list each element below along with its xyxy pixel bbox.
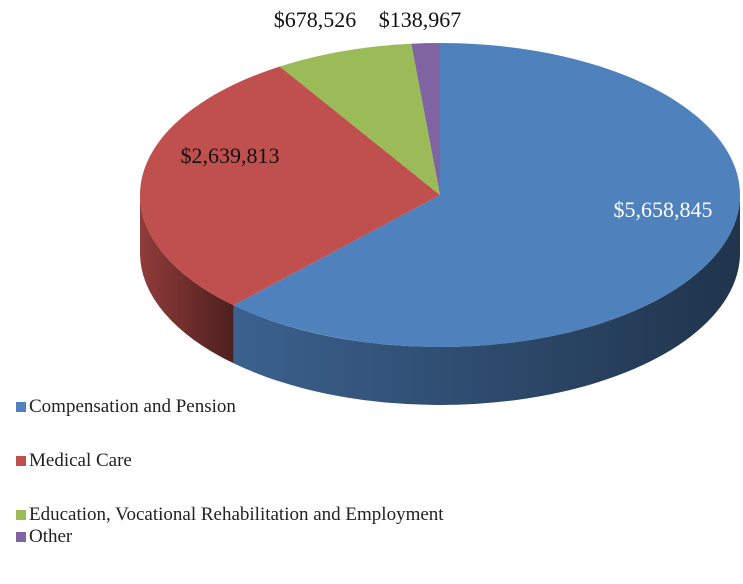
pie-slice [140,66,440,306]
legend-label: Education, Vocational Rehabilitation and… [29,504,444,525]
legend-item: Compensation and Pension [16,396,456,418]
pie-slice [279,43,440,196]
pie-side [233,195,740,405]
pie-side [140,195,234,364]
pie-slice [233,43,741,347]
legend-label: Other [29,526,73,547]
data-label: $2,639,813 [181,143,280,168]
legend-swatch [16,532,26,542]
legend-item: Medical Care [16,450,456,472]
legend-label: Compensation and Pension [29,396,236,417]
legend: Compensation and Pension Medical Care Educ… [16,396,456,548]
legend-item: Education, Vocational Rehabilitation and… [16,504,456,526]
data-label: $138,967 [379,7,462,32]
legend-swatch [16,456,26,466]
legend-swatch [16,402,26,412]
pie-slice [411,43,440,195]
legend-swatch [16,510,26,520]
legend-label: Medical Care [29,450,132,471]
data-label: $678,526 [274,7,357,32]
legend-item: Other [16,526,456,548]
data-label: $5,658,845 [614,197,713,222]
